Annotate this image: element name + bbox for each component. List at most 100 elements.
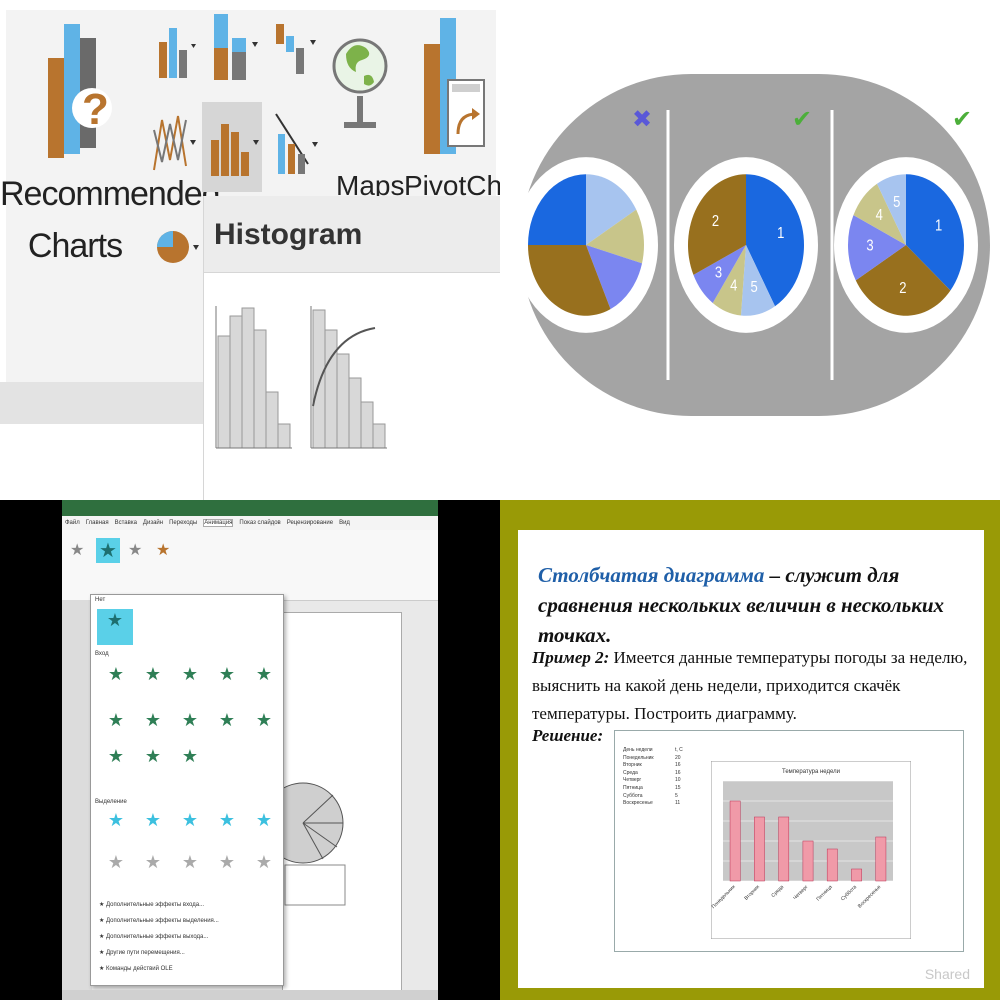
ppt-tab[interactable]: Дизайн <box>142 520 164 526</box>
table-cell: t, C <box>675 747 683 753</box>
star-icon: ★ <box>255 664 273 684</box>
bar <box>875 836 887 882</box>
effect-tile[interactable]: ★ <box>136 851 170 885</box>
star-icon: ★ <box>144 746 162 766</box>
pie-slice-label: 2 <box>712 213 719 230</box>
ppt-statusbar <box>62 990 438 1000</box>
effect-tile[interactable]: ★ <box>247 709 281 743</box>
effect-tile[interactable]: ★ <box>247 851 281 885</box>
animation-effects-dropdown: Нет Вход Выделение ★ ★ ★ ★ ★ ★ ★ ★ ★ ★ ★ ★ ★ ★ ★ ★ ★ ★ ★ ★ ★ ★ ★ ★… <box>90 594 284 986</box>
effect-tile[interactable]: ★ <box>99 663 133 697</box>
table-row: Понедельник 20 <box>623 755 683 763</box>
slide-thumbnails[interactable] <box>62 600 92 990</box>
star-icon[interactable]: ★ <box>156 542 171 559</box>
effect-tile[interactable]: ★ <box>99 745 133 779</box>
effect-tile[interactable]: ★ <box>210 663 244 697</box>
scatter-chart-icon[interactable] <box>272 104 322 184</box>
maps-label[interactable]: Maps <box>336 170 405 201</box>
ppt-tab[interactable]: Вид <box>339 520 350 526</box>
effects-menu-item[interactable]: ★ Дополнительные эффекты выхода... <box>99 934 209 940</box>
effect-tile[interactable]: ★ <box>173 851 207 885</box>
column-chart-icon[interactable] <box>155 20 200 85</box>
star-icon: ★ <box>106 610 124 630</box>
bar <box>729 800 741 882</box>
effect-tile[interactable]: ★ <box>247 809 281 843</box>
slide-heading: Столбчатая диаграмма – служит для сравне… <box>538 560 974 650</box>
bar <box>826 848 838 882</box>
pie-slice <box>688 174 746 275</box>
table-row: Четверг 10 <box>623 777 683 785</box>
pie-chart: 1 2 345 <box>848 174 964 316</box>
effect-tile[interactable]: ★ <box>173 809 207 843</box>
effect-tile[interactable]: ★ <box>210 709 244 743</box>
effect-tile[interactable]: ★ <box>173 745 207 779</box>
pie-slice <box>586 174 637 246</box>
star-icon: ★ <box>255 810 273 830</box>
effect-tile[interactable]: ★ <box>247 663 281 697</box>
pie-chart: 1 543 2 <box>688 174 804 316</box>
example-label: Пример 2: <box>532 648 610 667</box>
stacked-column-icon[interactable] <box>210 8 265 83</box>
ppt-tab[interactable]: Показ слайдов <box>239 520 281 526</box>
pie-slice <box>853 183 906 246</box>
effect-tile[interactable]: ★ <box>99 851 133 885</box>
effect-tile[interactable]: ★ <box>99 709 133 743</box>
ppt-tab[interactable]: Вставка <box>114 520 137 526</box>
star-icon[interactable]: ★ <box>96 538 120 563</box>
pivotchart-icon[interactable] <box>418 14 490 164</box>
excel-ribbon-panel: ? Recommended Charts <box>0 0 500 500</box>
recommended-charts-label[interactable]: Recommended Charts <box>0 175 221 265</box>
star-icon: ★ <box>218 810 236 830</box>
ppt-tab[interactable]: Переходы <box>169 520 198 526</box>
globe-icon[interactable] <box>330 14 390 154</box>
effect-tile[interactable]: ★ <box>136 663 170 697</box>
effect-tile[interactable]: ★ <box>99 809 133 843</box>
pie-slice-label: 1 <box>777 225 784 242</box>
recommended-charts-icon[interactable]: ? <box>40 18 120 168</box>
effect-tile[interactable]: ★ <box>136 709 170 743</box>
pie-slice <box>906 174 964 291</box>
example-text: Имеется данные температуры погоды за нед… <box>532 648 968 723</box>
pie-slice-label: 5 <box>750 279 757 296</box>
pareto-chart-icon[interactable] <box>309 306 389 456</box>
effects-menu-item[interactable]: ★ Другие пути перемещения... <box>99 950 185 956</box>
waterfall-chart-icon[interactable] <box>272 14 322 84</box>
ppt-tab[interactable]: Рецензирование <box>286 520 334 526</box>
svg-text:?: ? <box>82 85 109 134</box>
ppt-tab[interactable]: Анимация <box>203 519 234 527</box>
pie-slice <box>848 215 906 281</box>
spreadsheet: День недели t, C Понедельник 20 Вторник 16 Сре… <box>614 730 964 952</box>
pie-slice <box>740 245 775 316</box>
star-icon: ★ <box>255 710 273 730</box>
effect-tile[interactable]: ★ <box>136 745 170 779</box>
effect-none-tile[interactable]: ★ <box>97 609 133 645</box>
star-icon: ★ <box>218 664 236 684</box>
histogram-icon[interactable] <box>214 306 294 456</box>
effect-tile[interactable]: ★ <box>173 709 207 743</box>
line-chart-icon[interactable] <box>150 100 200 185</box>
effects-menu-item[interactable]: ★ Дополнительные эффекты выделения... <box>99 918 219 924</box>
ppt-tab[interactable]: Главная <box>85 520 109 526</box>
pie-slice-label: 4 <box>876 207 883 224</box>
table-row: Вторник 16 <box>623 762 683 770</box>
bar <box>778 816 790 882</box>
ppt-tab[interactable]: Файл <box>65 520 80 526</box>
pie-slice <box>877 174 906 246</box>
effects-menu-item[interactable]: ★ Дополнительные эффекты входа... <box>99 902 205 908</box>
star-icon[interactable]: ★ <box>128 542 143 559</box>
effects-menu-item[interactable]: ★ Команды действий OLE <box>99 966 173 972</box>
watermark: Shared <box>924 966 970 982</box>
table-cell: 16 <box>675 762 681 769</box>
effect-tile[interactable]: ★ <box>173 663 207 697</box>
star-icon: ★ <box>181 852 199 872</box>
effect-tile[interactable]: ★ <box>210 851 244 885</box>
pivotchart-label[interactable]: PivotChart <box>404 170 500 201</box>
statistic-chart-icon[interactable] <box>205 110 265 185</box>
star-icon[interactable]: ★ <box>70 542 85 559</box>
effect-tile[interactable]: ★ <box>210 809 244 843</box>
star-icon: ★ <box>107 664 125 684</box>
effect-tile[interactable]: ★ <box>136 809 170 843</box>
histogram-dropdown: Histogram <box>203 196 500 500</box>
table-cell: 11 <box>675 800 681 807</box>
pie-chart-icon[interactable] <box>155 215 205 280</box>
